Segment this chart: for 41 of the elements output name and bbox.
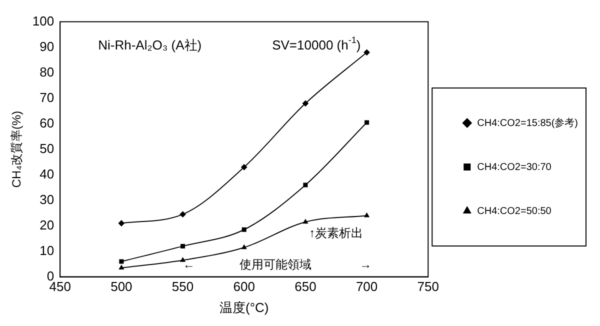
point bbox=[180, 211, 186, 218]
point bbox=[364, 49, 370, 56]
x-tick-label: 550 bbox=[172, 279, 194, 294]
point bbox=[119, 259, 124, 264]
annotation: ← bbox=[182, 258, 195, 272]
point bbox=[302, 100, 309, 107]
y-tick-label: 30 bbox=[40, 192, 54, 207]
point bbox=[242, 227, 246, 232]
x-tick-label: 600 bbox=[233, 279, 255, 294]
x-axis-title: 温度(°C) bbox=[219, 300, 269, 315]
point bbox=[240, 164, 248, 170]
y-tick-label: 70 bbox=[40, 90, 54, 105]
point bbox=[364, 120, 370, 125]
point bbox=[118, 264, 124, 270]
annotation: ↑炭素析出 bbox=[309, 226, 364, 240]
x-tick-label: 700 bbox=[356, 279, 378, 294]
y-tick-label: 60 bbox=[40, 115, 54, 130]
y-tick-label: 50 bbox=[40, 140, 54, 156]
point bbox=[118, 220, 125, 226]
y-tick-label: 90 bbox=[40, 38, 54, 54]
x-tick-label: 750 bbox=[417, 279, 439, 294]
x-tick-label: 650 bbox=[294, 279, 316, 294]
x-tick-label: 500 bbox=[110, 279, 132, 294]
point bbox=[180, 244, 186, 248]
y-tick-label: 80 bbox=[40, 64, 54, 80]
point bbox=[302, 218, 308, 224]
y-tick-label: 10 bbox=[40, 242, 54, 258]
text: Ni-Rh-Al₂O₃ (A社) bbox=[98, 37, 202, 52]
point bbox=[180, 257, 186, 262]
annotation: 使用可能領域 bbox=[239, 258, 312, 272]
y-axis-title: CH₄改質率(%) bbox=[10, 110, 24, 188]
y-tick-label: 20 bbox=[40, 217, 54, 232]
y-tick-label: 100 bbox=[32, 13, 54, 28]
point bbox=[364, 212, 370, 218]
annotation: → bbox=[360, 258, 372, 272]
legend-label: CH4:CO2=50:50 bbox=[477, 206, 552, 217]
point bbox=[241, 244, 247, 250]
point bbox=[303, 182, 308, 188]
legend-label: CH4:CO2=15:85(参考) bbox=[477, 116, 578, 129]
y-tick-label: 40 bbox=[40, 166, 54, 182]
legend-label: CH4:CO2=30:70 bbox=[477, 162, 552, 173]
